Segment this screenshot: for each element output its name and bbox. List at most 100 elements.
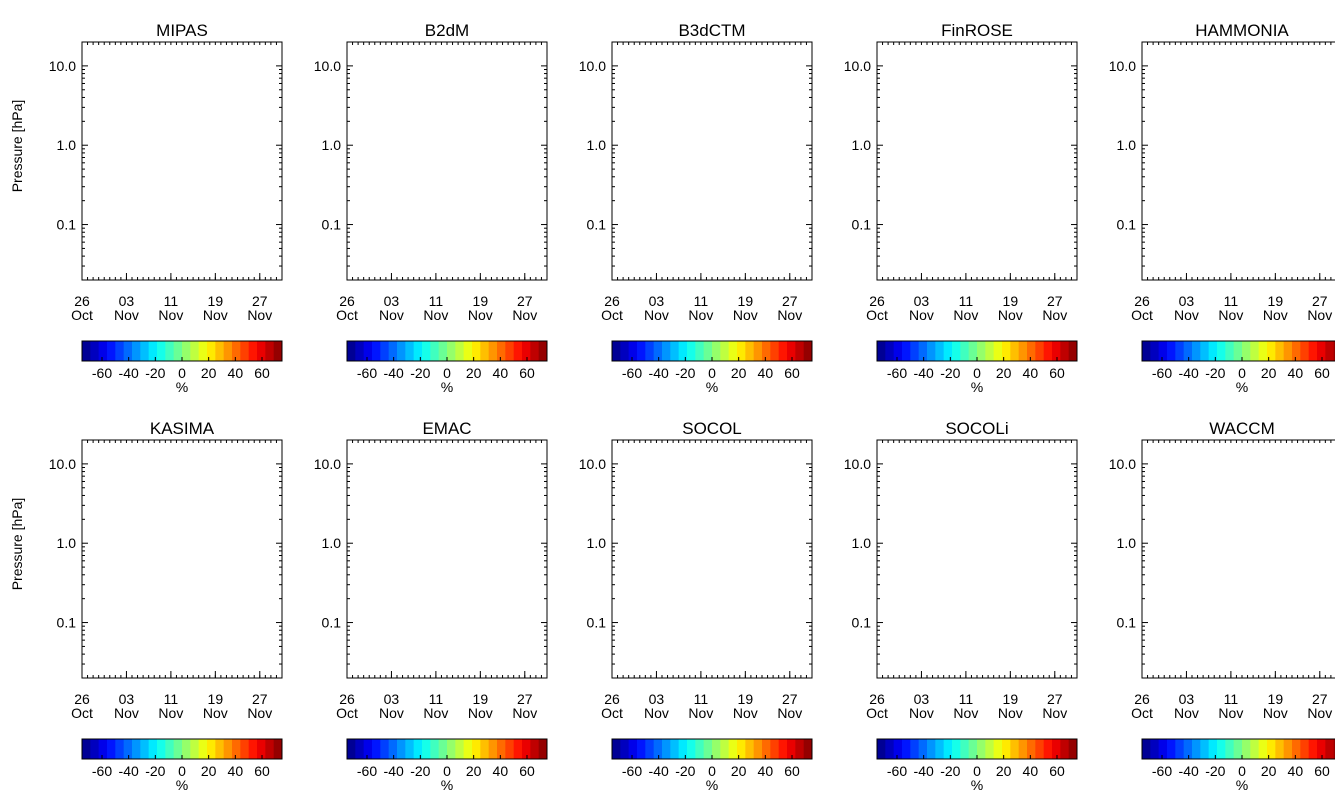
x-tick-day: 11 — [694, 293, 709, 309]
y-tick-label: 0.1 — [852, 217, 872, 233]
x-tick-day: 27 — [252, 293, 268, 309]
colorbar-step — [745, 341, 755, 361]
contour-line — [85, 62, 279, 67]
colorbar-step — [637, 341, 646, 361]
plot-frame — [876, 41, 1078, 281]
colorbar-tick-label: -40 — [649, 365, 669, 381]
contour-line — [350, 214, 544, 219]
colorbar-step — [728, 341, 738, 361]
colorbar-step — [753, 341, 763, 361]
colorbar-step — [530, 341, 540, 361]
colorbar-label: % — [176, 379, 188, 395]
colorbar-tick-label: -60 — [92, 365, 112, 381]
y-tick-label: 1.0 — [322, 137, 342, 153]
colorbar-step — [397, 341, 406, 361]
colorbar-tick-label: -20 — [675, 365, 695, 381]
colorbar-step — [795, 341, 805, 361]
y-tick-label: 0.1 — [57, 217, 77, 233]
contour-line — [880, 214, 1074, 219]
colorbar-step — [248, 341, 258, 361]
colorbar-label: % — [441, 379, 453, 395]
x-tick-month: Nov — [468, 307, 493, 323]
x-tick-day: 11 — [429, 293, 444, 309]
colorbar-step — [612, 341, 621, 361]
colorbar-step — [497, 341, 506, 361]
colorbar-tick-label: -20 — [410, 365, 430, 381]
panel-b2dm: B2dM0.11.010.026Oct03Nov11Nov19Nov27Nov-… — [314, 21, 548, 395]
colorbar-step — [687, 341, 696, 361]
x-tick-day: 26 — [604, 293, 620, 309]
x-tick-day: 03 — [649, 293, 665, 309]
colorbar-step — [132, 341, 141, 361]
contour-line — [85, 125, 279, 130]
colorbar-step — [273, 341, 283, 361]
panel-b3dctm: B3dCTM0.11.010.026Oct03Nov11Nov19Nov27No… — [579, 21, 813, 395]
colorbar-step — [778, 341, 788, 361]
colorbar-tick-label: -40 — [119, 365, 139, 381]
colorbar-label: % — [706, 379, 718, 395]
colorbar-step — [165, 341, 175, 361]
colorbar-tick-label: 0 — [443, 365, 451, 381]
x-tick-month: Nov — [203, 307, 228, 323]
colorbar-step — [90, 341, 100, 361]
colorbar-step — [355, 341, 365, 361]
panel-title: B2dM — [425, 21, 469, 40]
colorbar-step — [513, 341, 523, 361]
colorbar-step — [115, 341, 125, 361]
x-tick-month: Nov — [644, 307, 669, 323]
colorbar-tick-label: 40 — [228, 365, 244, 381]
panel-mipas: MIPAS0.11.010.026Oct03Nov11Nov19Nov27Nov… — [9, 21, 283, 395]
contour-line — [880, 62, 1074, 67]
x-tick-month: Nov — [423, 307, 448, 323]
contour-line — [880, 169, 1074, 174]
contour-line — [85, 169, 279, 174]
panel-finrose: FinROSE0.11.010.026Oct03Nov11Nov19Nov27N… — [844, 21, 1078, 395]
y-tick-label: 1.0 — [852, 137, 872, 153]
colorbar-step — [223, 341, 233, 361]
contour-line — [615, 169, 809, 174]
contour-line — [350, 169, 544, 174]
x-tick-day: 26 — [339, 293, 355, 309]
x-tick-month: Nov — [777, 307, 802, 323]
colorbar-step — [712, 341, 721, 361]
colorbar-step — [140, 341, 150, 361]
colorbar-step — [380, 341, 390, 361]
y-tick-label: 10.0 — [49, 58, 76, 74]
panel-title: MIPAS — [156, 21, 208, 40]
colorbar-step — [198, 341, 208, 361]
colorbar-tick-label: 60 — [519, 365, 535, 381]
colorbar-step — [538, 341, 548, 361]
colorbar-tick-label: -40 — [384, 365, 404, 381]
colorbar-tick-label: -20 — [145, 365, 165, 381]
contour-line — [880, 125, 1074, 130]
colorbar-step — [107, 341, 116, 361]
colorbar-tick-label: 60 — [254, 365, 270, 381]
colorbar-step — [645, 341, 655, 361]
heatmap-cells — [85, 62, 279, 267]
colorbar-tick-label: -60 — [622, 365, 642, 381]
colorbar-step — [190, 341, 200, 361]
colorbar: -60 -40 -20 0 20 40 60% — [611, 340, 813, 395]
plot-frame — [346, 41, 548, 281]
colorbar-step — [123, 341, 133, 361]
colorbar-step — [413, 341, 423, 361]
colorbar-step — [678, 341, 688, 361]
x-tick-month: Oct — [336, 307, 358, 323]
colorbar-step — [787, 341, 796, 361]
contour-line — [350, 262, 544, 267]
x-tick-month: Nov — [733, 307, 758, 323]
colorbar-step — [215, 341, 225, 361]
colorbar-step — [173, 341, 183, 361]
colorbar-step — [703, 341, 713, 361]
x-tick-month: Nov — [512, 307, 537, 323]
contour-line — [615, 62, 809, 67]
colorbar-tick-label: 0 — [708, 365, 716, 381]
colorbar-step — [480, 341, 490, 361]
colorbar: -60 -40 -20 0 20 40 60% — [346, 340, 548, 395]
x-tick-day: 19 — [738, 293, 754, 309]
plot-frame — [611, 41, 813, 281]
colorbar-step — [347, 341, 356, 361]
y-axis-title: Pressure [hPa] — [9, 100, 25, 193]
y-tick-label: 0.1 — [587, 217, 607, 233]
colorbar-tick-label: -60 — [357, 365, 377, 381]
